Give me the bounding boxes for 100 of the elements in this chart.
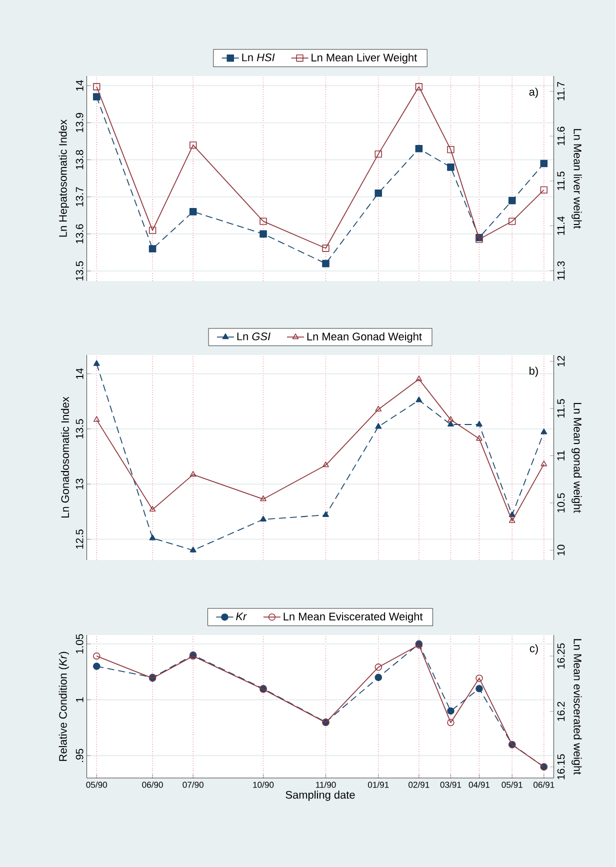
point [447,718,454,726]
point [322,462,330,468]
point [374,674,382,682]
y2-axis-title: Ln Mean gonad weight [572,402,582,513]
point [93,652,100,660]
y-tick-label: 1.05 [76,634,84,654]
y-tick-label: 13 [76,478,84,490]
annotation: a) [529,88,538,98]
y2-tick-label: 11 [557,450,565,460]
legend-label: Kr [236,612,248,620]
y-tick-label: 13.7 [76,187,84,206]
point [190,208,197,216]
x-tick-label: 11/90 [316,782,336,788]
y-tick-label: 13.9 [76,113,84,132]
x-tick-label: 03/91 [440,782,462,788]
point [190,470,196,477]
x-tick-label: 05/90 [86,782,108,788]
y2-tick-label: 11.5 [557,399,565,418]
y2-tick-label: 16.15 [557,754,565,780]
point [415,83,423,90]
x-axis-title: Sampling date [286,790,355,801]
point [149,226,156,234]
y2-axis-title: Ln Mean eviscerated weight [572,639,582,775]
point [260,516,267,522]
y-tick-label: 12.5 [76,530,84,549]
point [508,196,516,204]
y-tick-label: 13.6 [76,224,84,244]
y2-tick-label: 10 [557,544,565,556]
y2-tick-label: 11.6 [557,126,565,146]
point [540,428,548,434]
point [448,420,454,427]
point [322,244,330,252]
point [374,664,382,671]
x-tick-label: 07/90 [182,782,204,788]
point [322,511,330,518]
x-tick-label: 05/91 [502,782,523,788]
point [375,406,382,412]
point [374,150,382,158]
point [94,416,100,422]
legend-label: Ln Mean Liver Weight [312,53,418,64]
y-tick-label: 13.5 [76,419,84,438]
point [190,141,197,149]
y-tick-label: 14 [76,80,84,91]
point [260,218,267,225]
y2-tick-label: 16.25 [557,643,565,668]
point [476,674,483,682]
point [476,435,483,441]
legend-label: Ln Mean Gonad Weight [307,332,422,343]
annotation: c) [530,644,538,654]
point [93,83,100,90]
x-tick-label: 01/91 [368,782,389,788]
point [448,416,454,422]
y-tick-label: 1 [76,697,84,702]
legend-label: Ln GSI [237,332,271,340]
point [447,164,454,171]
x-tick-label: 10/90 [253,782,274,788]
point [509,517,516,523]
point [94,360,100,366]
y2-tick-label: 11.4 [557,216,565,235]
x-tick-label: 06/91 [534,782,554,788]
point [540,160,548,168]
point [540,460,548,466]
point [416,376,422,382]
point [476,420,483,427]
point [260,230,268,238]
point [476,684,483,692]
point [374,189,382,197]
y2-tick-label: 11.3 [557,261,565,280]
legend-label: Ln HSI [242,54,275,62]
y-tick-label: 14 [76,368,84,379]
point [416,396,422,402]
annotation: b) [530,366,538,377]
point [260,496,267,502]
y2-tick-label: 11.7 [557,82,565,100]
y-tick-label: 13.8 [76,150,84,170]
point [93,93,100,100]
point [540,186,548,194]
y2-tick-label: 11.5 [557,172,565,190]
y-tick-label: 13.5 [76,261,84,280]
y2-tick-label: 16.2 [557,702,565,721]
point [375,423,382,429]
point [149,506,156,512]
point [508,218,516,225]
y-axis-title: Ln Gonadosomatic Index [61,396,70,518]
point [322,260,330,268]
x-tick-label: 04/91 [468,782,490,788]
y-axis-title: Relative Condition (Kr) [58,652,70,761]
x-tick-label: 02/91 [408,782,430,788]
point [447,707,454,715]
point [149,534,156,540]
y2-tick-label: 10.5 [557,493,565,512]
point [415,145,423,152]
x-tick-label: 06/90 [142,782,164,788]
point [190,546,196,552]
y-axis-title: Ln Hepatosomatic Index [58,120,70,237]
point [149,245,156,252]
point [93,662,100,670]
y2-axis-title: Ln Mean liver weight [572,129,582,229]
y-tick-label: .95 [76,748,84,762]
point [447,146,454,154]
